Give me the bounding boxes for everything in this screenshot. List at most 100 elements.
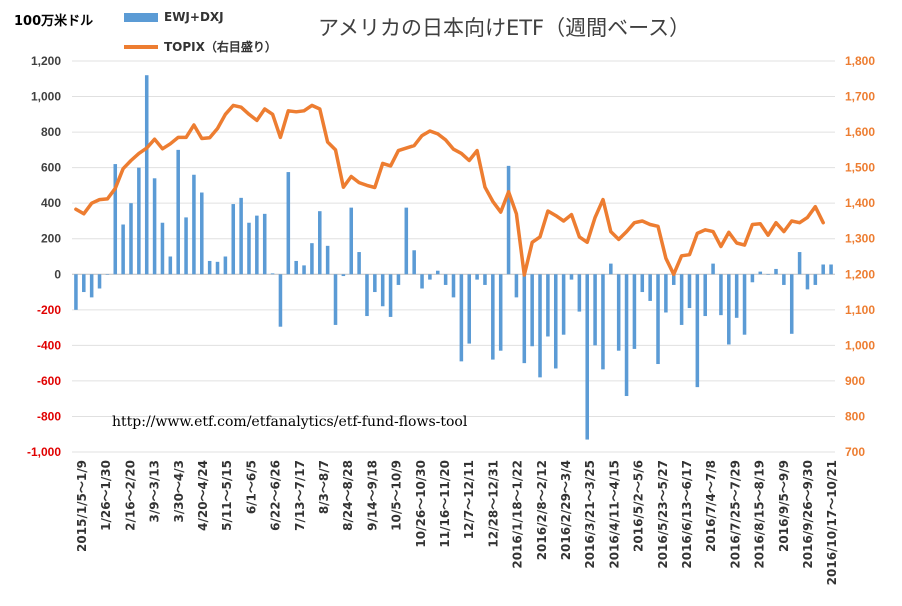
bar (774, 268, 778, 275)
bar (420, 274, 424, 289)
bar (74, 274, 78, 310)
x-tick-label: 2016/3/21～3/25 (583, 460, 597, 569)
x-tick-label: 2016/7/4～7/8 (704, 460, 718, 552)
bar (679, 274, 684, 325)
bar (278, 274, 283, 327)
x-axis-ticks: 2015/1/5～1/9 1/26～1/30 2/16～2/20 3/9～3/13 3/… (75, 460, 839, 585)
bar (703, 274, 707, 317)
x-tick-label: 3/9～3/13 (148, 460, 162, 523)
bar (766, 274, 770, 275)
x-tick-label: 12/28～12/31 (486, 460, 500, 548)
bar (373, 274, 377, 293)
bar (601, 274, 605, 370)
bar (522, 274, 527, 364)
x-tick-label: 2016/10/17～10/21 (825, 460, 839, 585)
legend-line: TOPIX（右目盛り） (124, 38, 277, 55)
bar (223, 256, 228, 275)
x-tick-label: 2016/2/29～3/4 (559, 460, 573, 560)
bar (695, 274, 700, 388)
bar (514, 274, 519, 298)
bar (365, 274, 369, 317)
bar (483, 274, 487, 285)
bar (805, 274, 810, 290)
bar (742, 274, 747, 335)
bar (435, 270, 440, 275)
bar (412, 250, 416, 275)
right-tick-label: 800 (845, 409, 865, 423)
source-url: http://www.etf.com/etfanalytics/etf-fund… (112, 414, 468, 430)
left-tick-label: -800 (37, 409, 61, 423)
bar (530, 274, 534, 347)
left-tick-label: -200 (37, 303, 61, 317)
right-tick-label: 1,700 (845, 90, 875, 104)
bar (82, 274, 86, 293)
left-tick-label: -400 (37, 338, 61, 352)
bar (247, 222, 251, 275)
bar (318, 211, 322, 275)
bar (616, 274, 621, 351)
bar (184, 217, 188, 275)
bar (640, 274, 645, 293)
x-tick-label: 7/13～7/17 (293, 460, 307, 531)
bar (624, 274, 629, 397)
right-tick-label: 1,500 (845, 161, 875, 175)
left-tick-label: -1,000 (27, 445, 61, 459)
bar (569, 274, 574, 280)
bar (129, 203, 133, 275)
bar (687, 274, 692, 309)
bar (215, 261, 220, 275)
bar (137, 167, 141, 275)
right-tick-label: 900 (845, 374, 865, 388)
right-axis-ticks: 700 800 900 1,000 1,100 1,200 1,300 1,400 1,500 1… (845, 54, 875, 459)
right-tick-label: 1,300 (845, 232, 875, 246)
bar (302, 265, 306, 275)
bar (200, 192, 204, 275)
bar (491, 274, 495, 360)
x-tick-label: 11/16～11/20 (438, 460, 452, 548)
bar (782, 274, 786, 285)
right-tick-label: 1,600 (845, 125, 875, 139)
x-tick-label: 12/7～12/11 (462, 460, 476, 539)
bar (396, 274, 401, 285)
bar (829, 264, 833, 275)
bar (168, 256, 173, 275)
bar (727, 274, 731, 345)
x-tick-label: 2016/7/25～7/29 (728, 460, 742, 569)
x-tick-label: 2016/9/26～9/30 (801, 460, 815, 569)
bar-series (74, 75, 833, 440)
bar (428, 274, 432, 280)
bar (538, 274, 542, 378)
bar (797, 252, 802, 275)
topix-line (74, 103, 825, 277)
x-tick-label: 3/30～4/3 (172, 460, 186, 523)
left-tick-label: 200 (41, 232, 61, 246)
x-tick-label: 6/22～6/26 (269, 460, 283, 531)
bar (609, 263, 613, 275)
right-tick-label: 1,400 (845, 196, 875, 210)
bar (734, 274, 739, 318)
x-tick-label: 2016/9/5～9/9 (777, 460, 791, 552)
x-tick-label: 10/26～10/30 (414, 460, 428, 548)
legend-bar-label: EWJ+DXJ (164, 10, 224, 24)
bar (404, 207, 409, 275)
x-tick-label: 6/1～6/5 (244, 460, 258, 514)
bar (349, 207, 354, 275)
bar (144, 75, 149, 275)
bar (341, 274, 346, 277)
bar (255, 215, 259, 275)
x-tick-label: 2015/1/5～1/9 (75, 460, 89, 552)
bar (711, 263, 715, 275)
legend-line-label: TOPIX（右目盛り） (164, 40, 277, 54)
bar (388, 274, 393, 317)
bar (451, 274, 456, 298)
bar (270, 273, 275, 275)
x-tick-label: 4/20～4/24 (196, 460, 210, 531)
right-tick-label: 1,200 (845, 267, 875, 281)
bar (231, 204, 236, 275)
bar (821, 264, 825, 275)
bar (294, 260, 298, 275)
x-tick-label: 1/26～1/30 (99, 460, 113, 531)
bar (152, 178, 157, 275)
bar (192, 174, 196, 275)
